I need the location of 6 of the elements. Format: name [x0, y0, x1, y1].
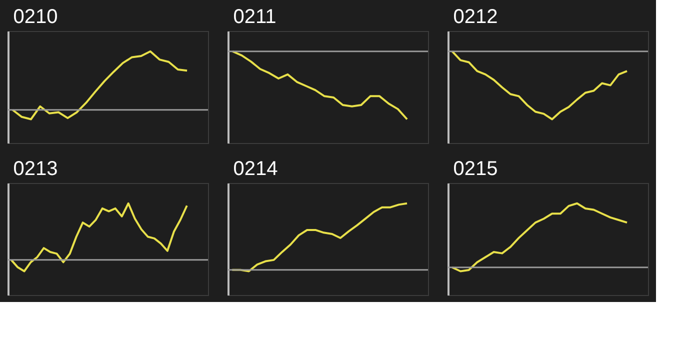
chart-title: 0212	[453, 6, 498, 28]
chart-title: 0213	[13, 158, 58, 180]
chart-title: 0215	[453, 158, 498, 180]
chart-title: 0210	[13, 6, 58, 28]
chart-title: 0211	[233, 6, 276, 28]
chart-title: 0214	[233, 158, 278, 180]
